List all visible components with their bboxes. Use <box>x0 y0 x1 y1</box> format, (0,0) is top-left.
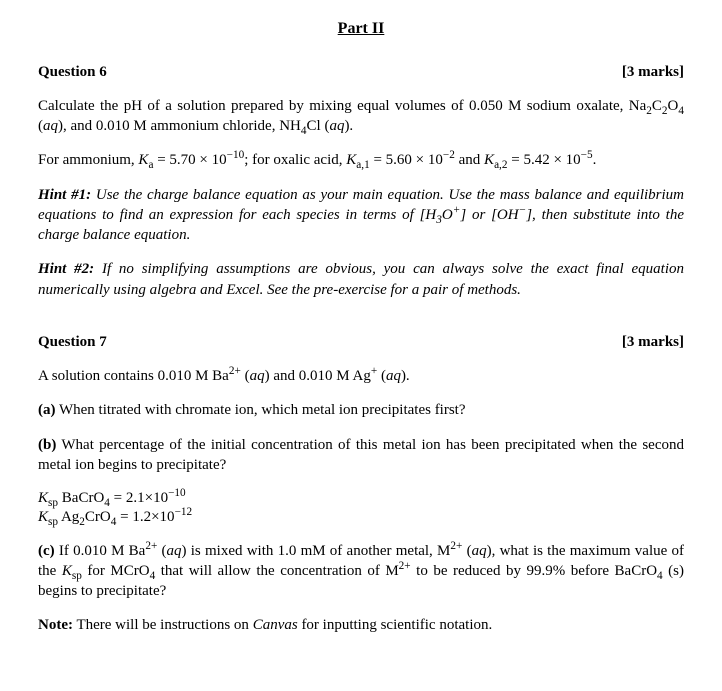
part-label: (b) <box>38 437 56 453</box>
text: CrO <box>85 509 111 525</box>
q7-ksp-values: Ksp BaCrO4 = 2.1×10−10 Ksp Ag2CrO4 = 1.2… <box>38 489 684 527</box>
text-italic: K <box>62 563 72 579</box>
part-label: (a) <box>38 402 56 418</box>
text: For ammonium, <box>38 152 138 168</box>
text: to be reduced by 99.9% before BaCrO <box>411 563 657 579</box>
ksp-line-2: Ksp Ag2CrO4 = 1.2×10−12 <box>38 508 684 527</box>
q6-hint-1: Hint #1: Use the charge balance equation… <box>38 185 684 246</box>
text: ), and 0.010 M ammonium chloride, NH <box>58 118 301 134</box>
text: = 5.42 × 10 <box>508 152 581 168</box>
text-italic: K <box>138 152 148 168</box>
text-italic: aq <box>167 543 182 559</box>
document-page: Part II Question 6 [3 marks] Calculate t… <box>0 0 722 656</box>
ksp-line-1: Ksp BaCrO4 = 2.1×10−10 <box>38 489 684 508</box>
text: ( <box>377 368 386 384</box>
text: ( <box>157 543 166 559</box>
text-italic: aq <box>329 118 344 134</box>
sup: −10 <box>227 149 245 161</box>
sup: −2 <box>443 149 455 161</box>
q6-paragraph-2: For ammonium, Ka = 5.70 × 10−10; for oxa… <box>38 150 684 170</box>
text: What percentage of the initial concentra… <box>38 437 684 473</box>
text: = 5.60 × 10 <box>370 152 443 168</box>
text: = 5.70 × 10 <box>153 152 226 168</box>
text: ). <box>401 368 410 384</box>
text-italic: K <box>38 490 48 506</box>
q6-marks: [3 marks] <box>622 62 684 82</box>
text: ) is mixed with 1.0 mM of another metal,… <box>182 543 451 559</box>
sup: −5 <box>581 149 593 161</box>
sup: 2+ <box>145 540 157 552</box>
text-italic: K <box>484 152 494 168</box>
sup: 2+ <box>399 560 411 572</box>
text: for inputting scientific notation. <box>298 617 493 633</box>
text: ( <box>241 368 250 384</box>
text: = 2.1×10 <box>110 490 168 506</box>
text: ). <box>344 118 353 134</box>
text: If 0.010 M Ba <box>55 543 146 559</box>
text: ] or [OH <box>460 207 518 223</box>
text: If no simplifying assumptions are obviou… <box>38 261 684 297</box>
q6-paragraph-1: Calculate the pH of a solution prepared … <box>38 96 684 137</box>
text: Ag <box>58 509 79 525</box>
text-italic: Canvas <box>253 617 298 633</box>
sup: 2+ <box>229 365 241 377</box>
text: ) and 0.010 M Ag <box>265 368 371 384</box>
text: O <box>668 98 679 114</box>
text: BaCrO <box>58 490 104 506</box>
hint-label: Hint #2: <box>38 261 94 277</box>
note-label: Note: <box>38 617 73 633</box>
text-italic: K <box>346 152 356 168</box>
text: When titrated with chromate ion, which m… <box>56 402 466 418</box>
text: Calculate the pH of a solution prepared … <box>38 98 646 114</box>
part-label: (c) <box>38 543 55 559</box>
text: There will be instructions on <box>73 617 253 633</box>
text: and <box>455 152 484 168</box>
hint-label: Hint #1: <box>38 187 91 203</box>
text-italic: aq <box>472 543 487 559</box>
q7-part-c: (c) If 0.010 M Ba2+ (aq) is mixed with 1… <box>38 541 684 602</box>
sub: a,1 <box>356 159 369 171</box>
q6-hint-2: Hint #2: If no simplifying assumptions a… <box>38 259 684 300</box>
text: = 1.2×10 <box>116 509 174 525</box>
q7-part-a: (a) When titrated with chromate ion, whi… <box>38 400 684 420</box>
sub: 4 <box>678 105 684 117</box>
text-italic: K <box>38 509 48 525</box>
spacer <box>38 314 684 332</box>
text: C <box>652 98 662 114</box>
q7-part-b: (b) What percentage of the initial conce… <box>38 435 684 476</box>
q7-header: Question 7 [3 marks] <box>38 332 684 352</box>
sup: −10 <box>168 487 186 499</box>
q7-label: Question 7 <box>38 332 107 352</box>
text: O <box>442 207 453 223</box>
sub: sp <box>72 570 82 582</box>
text: ; for oxalic acid, <box>244 152 346 168</box>
text-italic: aq <box>386 368 401 384</box>
text-italic: aq <box>250 368 265 384</box>
sub: sp <box>48 516 58 528</box>
text: that will allow the concentration of M <box>155 563 398 579</box>
text: ( <box>462 543 471 559</box>
text: A solution contains 0.010 M Ba <box>38 368 229 384</box>
q6-label: Question 6 <box>38 62 107 82</box>
q7-marks: [3 marks] <box>622 332 684 352</box>
q6-header: Question 6 [3 marks] <box>38 62 684 82</box>
part-title: Part II <box>38 18 684 40</box>
text: . <box>593 152 597 168</box>
text-italic: aq <box>43 118 58 134</box>
q7-note: Note: There will be instructions on Canv… <box>38 615 684 635</box>
sup: 2+ <box>450 540 462 552</box>
text: Cl ( <box>307 118 330 134</box>
sub: a,2 <box>494 159 507 171</box>
q7-intro: A solution contains 0.010 M Ba2+ (aq) an… <box>38 366 684 386</box>
text: for MCrO <box>82 563 150 579</box>
sup: −12 <box>175 506 193 518</box>
